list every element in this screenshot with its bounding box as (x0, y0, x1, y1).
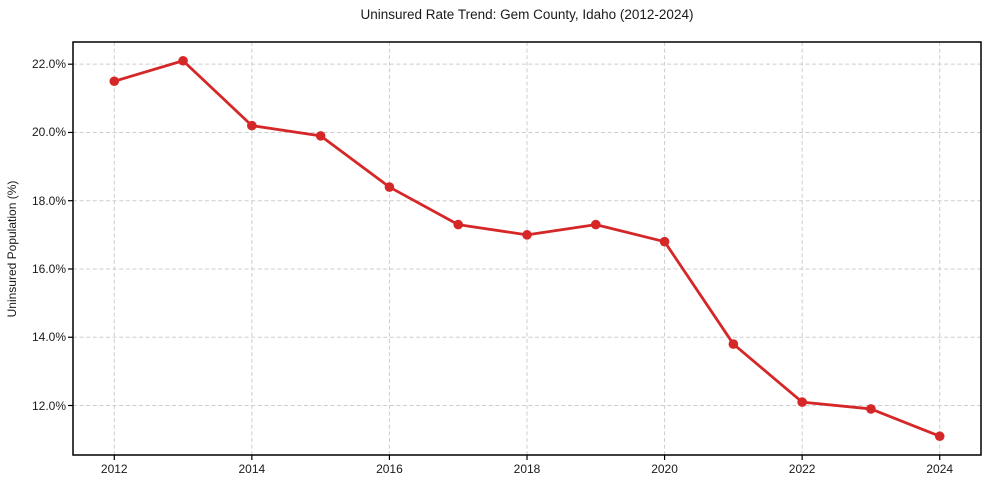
y-tick-label-14.0%: 14.0% (31, 330, 66, 345)
y-tick-label-22.0%: 22.0% (31, 57, 66, 72)
data-point-2014 (247, 120, 257, 131)
data-point-2017 (453, 219, 464, 230)
x-tick-label-2020: 2020 (651, 462, 678, 476)
x-tick-label-2024: 2024 (926, 462, 954, 476)
data-point-2023 (866, 404, 876, 414)
data-point-2024 (934, 431, 945, 442)
x-tick-label-2022: 2022 (788, 462, 816, 476)
data-point-2013 (178, 55, 188, 66)
data-point-2015 (315, 131, 326, 141)
data-point-2018 (522, 230, 532, 240)
x-tick-label-2016: 2016 (376, 462, 403, 476)
chart-title: Uninsured Rate Trend: Gem County, Idaho … (360, 7, 694, 22)
x-tick-label-2014: 2014 (238, 462, 266, 476)
data-point-2022 (797, 397, 807, 407)
x-tick-label-2012: 2012 (100, 462, 128, 476)
data-point-2012 (109, 76, 120, 87)
y-tick-label-20.0%: 20.0% (31, 125, 66, 140)
plot-border (72, 41, 982, 456)
y-tick-label-16.0%: 16.0% (31, 261, 66, 276)
data-point-2016 (384, 182, 395, 192)
data-point-2020 (659, 236, 670, 247)
data-point-2019 (590, 219, 601, 230)
data-point-2021 (728, 339, 739, 349)
x-tick-label-2018: 2018 (513, 462, 541, 476)
y-tick-label-18.0%: 18.0% (31, 193, 66, 208)
y-tick-label-12.0%: 12.0% (31, 398, 66, 413)
